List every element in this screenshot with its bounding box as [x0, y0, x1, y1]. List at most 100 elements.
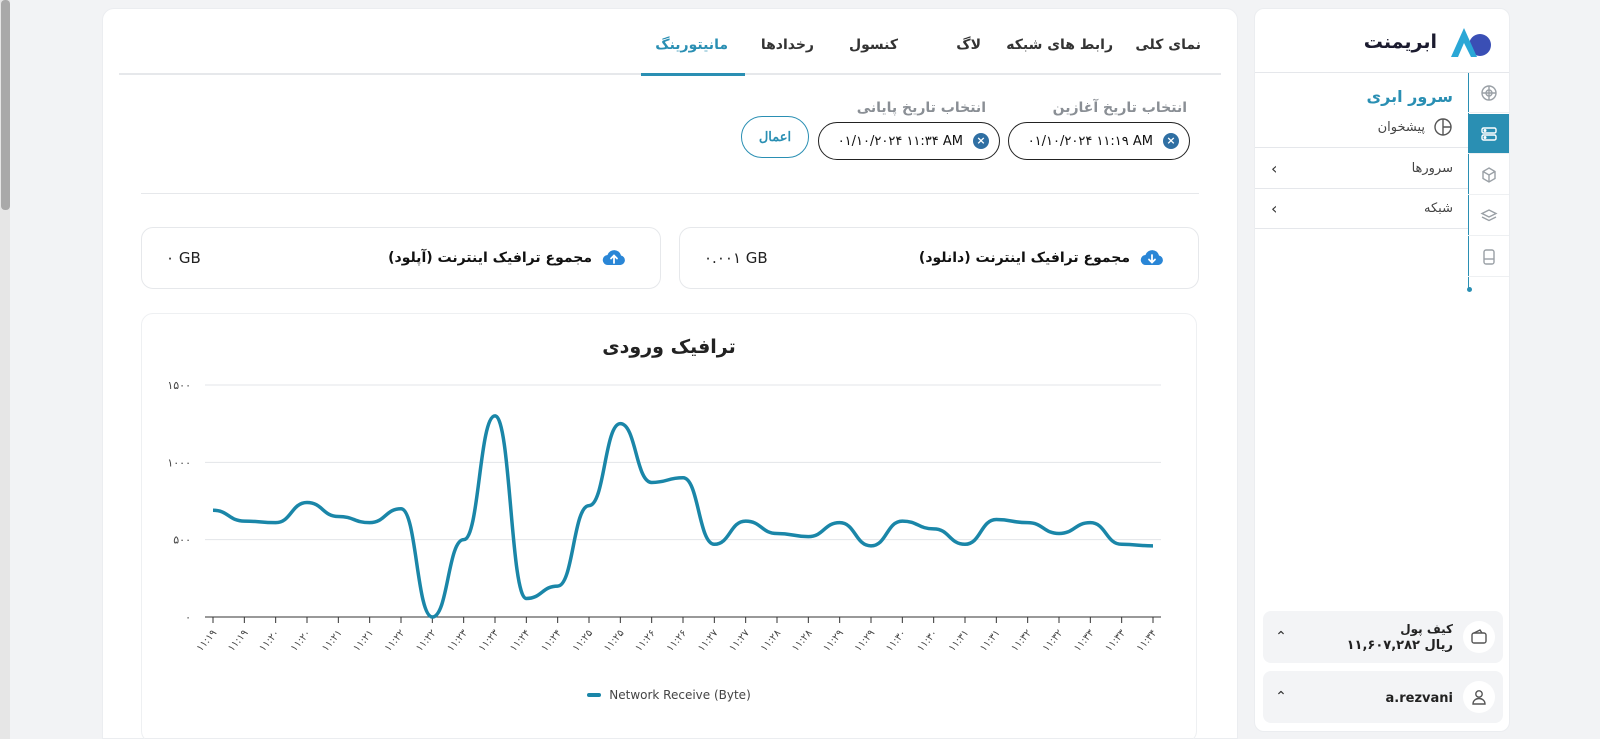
tab-monitoring[interactable]: مانیتورینگ	[655, 37, 728, 53]
dashboard-label: پیشخوان	[1377, 119, 1425, 135]
traffic-chart-card: ترافیک ورودی ۰ ۵۰۰ ۱۰۰۰ ۱۵۰۰ ۱۱:۱۹ ۱۱:۱۹ ۱۱:۲۰…	[141, 313, 1197, 739]
x-tick-label: ۱۱:۲۲	[383, 628, 407, 654]
x-tick-label: ۱۱:۲۰	[258, 628, 282, 654]
cloud-download-icon	[1140, 250, 1163, 266]
user-icon	[1463, 681, 1495, 713]
tab-bar: نمای کلی رابط های شبکه لاگ کنسول رخدادها…	[119, 9, 1221, 76]
rail-storage-icon[interactable]	[1468, 237, 1509, 277]
y-tick-label: ۰	[185, 611, 191, 624]
wallet-card[interactable]: ⌃ کیف پول ۱۱,۶۰۷,۲۸۲ ریال	[1263, 611, 1503, 663]
sidebar-divider	[1255, 72, 1509, 73]
tab-network-interfaces[interactable]: رابط های شبکه	[1006, 37, 1113, 53]
upload-value: ۰ GB	[166, 249, 201, 267]
x-tick-label: ۱۱:۲۸	[790, 627, 815, 654]
y-tick-label: ۱۰۰۰	[167, 456, 191, 469]
x-tick-label: ۱۱:۳۳	[1104, 627, 1129, 654]
x-tick-label: ۱۱:۲۱	[352, 628, 376, 654]
active-tab-indicator	[641, 73, 745, 76]
filter-divider	[141, 193, 1199, 194]
x-tick-label: ۱۱:۲۸	[759, 627, 784, 654]
start-date-input[interactable]: ۰۱/۱۰/۲۰۲۴ ۱۱:۱۹ AM ×	[1008, 122, 1190, 160]
x-tick-label: ۱۱:۲۵	[571, 628, 595, 654]
cloud-upload-icon	[602, 250, 625, 266]
rail-box-icon[interactable]	[1468, 155, 1509, 195]
x-tick-label: ۱۱:۳۲	[1041, 628, 1065, 654]
end-date-input[interactable]: ۰۱/۱۰/۲۰۲۴ ۱۱:۳۴ AM ×	[818, 122, 1000, 160]
y-tick-label: ۱۵۰۰	[167, 379, 191, 392]
brand[interactable]: ابریمنت	[1364, 23, 1493, 61]
x-tick-label: ۱۱:۲۲	[414, 628, 438, 654]
brand-logo-icon	[1451, 28, 1491, 57]
x-tick-label: ۱۱:۳۱	[978, 628, 1002, 654]
upload-stat-card: ۰ GB مجموع ترافیک اینترنت (آپلود)	[141, 227, 661, 289]
x-tick-label: ۱۱:۲۶	[634, 628, 658, 654]
x-tick-label: ۱۱:۳۲	[1010, 628, 1034, 654]
user-card[interactable]: ⌃ a.rezvani	[1263, 671, 1503, 723]
wallet-icon	[1463, 621, 1495, 653]
download-label: مجموع ترافیک اینترنت (دانلود)	[918, 250, 1130, 266]
chevron-up-icon[interactable]: ⌃	[1275, 629, 1287, 645]
end-date-label: انتخاب تاریخ پایانی	[856, 100, 986, 116]
tab-log[interactable]: لاگ	[956, 37, 981, 53]
rail-server-icon[interactable]	[1468, 114, 1509, 154]
sidebar: ابریمنت سرور ابری پیشخوان ‹ سرورها ‹ شبک…	[1254, 8, 1510, 732]
x-tick-label: ۱۱:۳۴	[1135, 628, 1159, 654]
x-tick-label: ۱۱:۲۳	[446, 627, 471, 654]
download-value: ۰.۰۰۱ GB	[704, 249, 768, 267]
apply-button[interactable]: اعمال	[741, 116, 809, 158]
x-tick-label: ۱۱:۲۰	[289, 628, 313, 654]
x-tick-label: ۱۱:۲۱	[320, 628, 344, 654]
brand-name: ابریمنت	[1363, 31, 1437, 53]
y-tick-label: ۵۰۰	[173, 534, 191, 547]
x-tick-label: ۱۱:۱۹	[226, 628, 250, 654]
wallet-balance: ۱۱,۶۰۷,۲۸۲ ریال	[1346, 637, 1453, 653]
x-tick-label: ۱۱:۱۹	[195, 628, 219, 654]
x-tick-label: ۱۱:۲۳	[477, 627, 502, 654]
chart-legend[interactable]: Network Receive (Byte)	[142, 688, 1196, 702]
x-tick-label: ۱۱:۲۹	[853, 628, 877, 654]
tab-overview[interactable]: نمای کلی	[1135, 37, 1201, 53]
clear-start-icon[interactable]: ×	[1163, 133, 1179, 149]
main-panel: نمای کلی رابط های شبکه لاگ کنسول رخدادها…	[102, 8, 1238, 739]
x-tick-label: ۱۱:۲۷	[728, 627, 753, 654]
tab-console[interactable]: کنسول	[848, 37, 898, 53]
x-tick-label: ۱۱:۲۵	[602, 628, 626, 654]
scrollbar-thumb[interactable]	[1, 0, 10, 210]
wallet-title: کیف پول	[1400, 621, 1453, 636]
sidebar-item-servers[interactable]: ‹ سرورها	[1255, 147, 1468, 188]
x-tick-label: ۱۱:۳۰	[884, 628, 908, 654]
x-tick-label: ۱۱:۲۹	[822, 628, 846, 654]
chevron-up-icon[interactable]: ⌃	[1275, 689, 1287, 705]
username: a.rezvani	[1385, 690, 1453, 706]
upload-label: مجموع ترافیک اینترنت (آپلود)	[388, 250, 592, 266]
chevron-left-icon: ‹	[1271, 199, 1278, 218]
rail-layers-icon[interactable]	[1468, 196, 1509, 236]
x-tick-label: ۱۱:۳۳	[1072, 627, 1097, 654]
end-date-value: ۰۱/۱۰/۲۰۲۴ ۱۱:۳۴ AM	[837, 133, 963, 149]
legend-swatch	[587, 693, 602, 697]
x-tick-label: ۱۱:۳۰	[916, 628, 940, 654]
sidebar-item-network[interactable]: ‹ شبکه	[1255, 188, 1468, 229]
x-tick-label: ۱۱:۲۴	[508, 628, 532, 654]
rail-network-icon[interactable]	[1468, 73, 1509, 113]
x-tick-label: ۱۱:۲۶	[665, 628, 689, 654]
section-title: سرور ابری	[1366, 87, 1453, 106]
sidebar-item-label: سرورها	[1411, 160, 1453, 176]
dashboard-icon	[1434, 118, 1452, 136]
chart-title: ترافیک ورودی	[602, 336, 736, 358]
series-line	[212, 414, 1154, 619]
chevron-left-icon: ‹	[1271, 158, 1278, 178]
page-scrollbar[interactable]	[0, 0, 10, 739]
rail-end-dot	[1467, 287, 1472, 292]
legend-label: Network Receive (Byte)	[609, 688, 751, 702]
x-tick-label: ۱۱:۲۷	[696, 627, 721, 654]
traffic-chart: ۰ ۵۰۰ ۱۰۰۰ ۱۵۰۰ ۱۱:۱۹ ۱۱:۱۹ ۱۱:۲۰ ۱۱:۲۰ ۱۱:۲۱ ۱۱:…	[167, 379, 1161, 654]
sidebar-item-dashboard[interactable]: پیشخوان	[1378, 117, 1453, 137]
x-tick-label: ۱۱:۲۴	[540, 628, 564, 654]
download-stat-card: ۰.۰۰۱ GB مجموع ترافیک اینترنت (دانلود)	[679, 227, 1199, 289]
start-date-value: ۰۱/۱۰/۲۰۲۴ ۱۱:۱۹ AM	[1027, 133, 1153, 149]
icon-rail	[1468, 73, 1509, 291]
x-tick-label: ۱۱:۳۱	[947, 628, 971, 654]
tab-events[interactable]: رخدادها	[760, 37, 814, 53]
clear-end-icon[interactable]: ×	[973, 133, 989, 149]
